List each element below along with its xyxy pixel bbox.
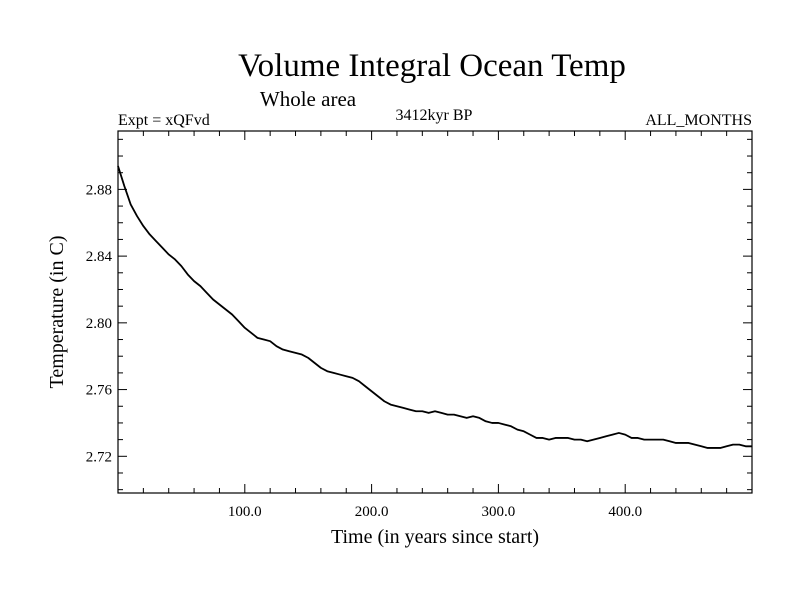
plot-frame xyxy=(117,130,753,494)
period-label: 3412kyr BP xyxy=(396,107,473,124)
y-tick-label: 2.84 xyxy=(86,249,113,265)
x-tick-labels: 100.0 200.0 300.0 400.0 xyxy=(228,504,642,520)
y-tick-label: 2.88 xyxy=(86,182,112,198)
months-label: ALL_MONTHS xyxy=(645,112,752,129)
temperature-series-line xyxy=(117,165,752,449)
y-tick-labels: 2.72 2.76 2.80 2.84 2.88 xyxy=(86,182,113,465)
chart-title: Volume Integral Ocean Temp xyxy=(238,48,626,84)
x-tick-label: 300.0 xyxy=(482,504,516,520)
axis-ticks xyxy=(118,131,752,493)
experiment-label: Expt = xQFvd xyxy=(118,112,210,129)
y-tick-label: 2.80 xyxy=(86,316,112,332)
x-tick-label: 400.0 xyxy=(608,504,642,520)
y-axis-label: Temperature (in C) xyxy=(46,236,68,389)
y-tick-label: 2.76 xyxy=(86,383,113,399)
x-tick-label: 200.0 xyxy=(355,504,389,520)
chart-subtitle: Whole area xyxy=(260,87,357,111)
x-tick-label: 100.0 xyxy=(228,504,262,520)
y-tick-label: 2.72 xyxy=(86,449,112,465)
x-axis-label: Time (in years since start) xyxy=(331,526,539,548)
